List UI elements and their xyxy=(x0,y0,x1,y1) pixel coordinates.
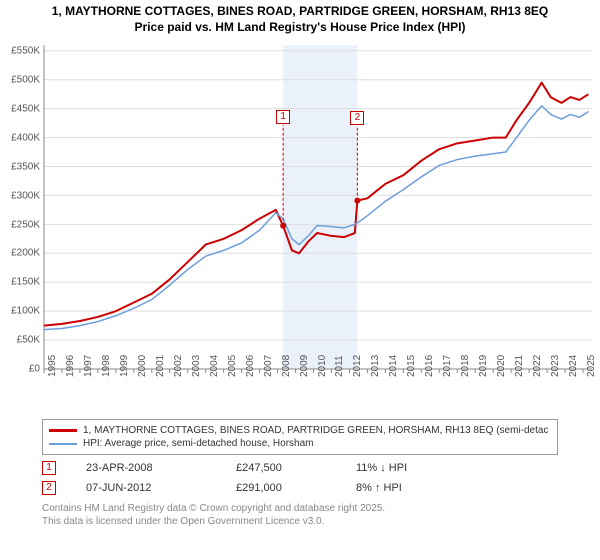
xtick-label: 2001 xyxy=(155,355,166,377)
footer: Contains HM Land Registry data © Crown c… xyxy=(42,503,600,528)
xtick-label: 2020 xyxy=(496,355,507,377)
ytick-label: £0 xyxy=(0,364,40,375)
legend-swatch-hpi xyxy=(49,443,77,445)
sale-delta: 8% ↑ HPI xyxy=(356,482,402,494)
title-line2: Price paid vs. HM Land Registry's House … xyxy=(0,20,600,36)
xtick-label: 2019 xyxy=(478,355,489,377)
xtick-label: 2014 xyxy=(388,355,399,377)
xtick-label: 2023 xyxy=(550,355,561,377)
xtick-label: 2015 xyxy=(406,355,417,377)
sale-price: £247,500 xyxy=(236,462,326,474)
xtick-label: 2016 xyxy=(424,355,435,377)
xtick-label: 2012 xyxy=(352,355,363,377)
xtick-label: 1996 xyxy=(65,355,76,377)
sale-row: 1 23-APR-2008 £247,500 11% ↓ HPI xyxy=(42,461,600,475)
sale-marker-1: 1 xyxy=(276,110,290,124)
xtick-label: 2018 xyxy=(460,355,471,377)
xtick-label: 2009 xyxy=(299,355,310,377)
ytick-label: £350K xyxy=(0,161,40,172)
footer-line1: Contains HM Land Registry data © Crown c… xyxy=(42,503,600,516)
xtick-label: 2005 xyxy=(227,355,238,377)
sale-row: 2 07-JUN-2012 £291,000 8% ↑ HPI xyxy=(42,481,600,495)
xtick-label: 2017 xyxy=(442,355,453,377)
xtick-label: 2025 xyxy=(586,355,597,377)
xtick-label: 1995 xyxy=(47,355,58,377)
xtick-label: 2006 xyxy=(245,355,256,377)
xtick-label: 2013 xyxy=(370,355,381,377)
xtick-label: 2007 xyxy=(263,355,274,377)
legend-swatch-estimate xyxy=(49,429,77,432)
legend-label-estimate: 1, MAYTHORNE COTTAGES, BINES ROAD, PARTR… xyxy=(83,425,548,436)
ytick-label: £450K xyxy=(0,103,40,114)
title-line1: 1, MAYTHORNE COTTAGES, BINES ROAD, PARTR… xyxy=(0,4,600,20)
sale-marker-2: 2 xyxy=(350,111,364,125)
chart-title: 1, MAYTHORNE COTTAGES, BINES ROAD, PARTR… xyxy=(0,0,600,35)
xtick-label: 2000 xyxy=(137,355,148,377)
xtick-label: 1997 xyxy=(83,355,94,377)
xtick-label: 2022 xyxy=(532,355,543,377)
xtick-label: 2010 xyxy=(317,355,328,377)
ytick-label: £500K xyxy=(0,74,40,85)
ytick-label: £400K xyxy=(0,132,40,143)
ytick-label: £300K xyxy=(0,190,40,201)
xtick-label: 2021 xyxy=(514,355,525,377)
xtick-label: 2024 xyxy=(568,355,579,377)
ytick-label: £50K xyxy=(0,335,40,346)
ytick-label: £250K xyxy=(0,219,40,230)
legend-label-hpi: HPI: Average price, semi-detached house,… xyxy=(83,438,314,449)
footer-line2: This data is licensed under the Open Gov… xyxy=(42,516,600,529)
xtick-label: 2008 xyxy=(281,355,292,377)
legend-row-estimate: 1, MAYTHORNE COTTAGES, BINES ROAD, PARTR… xyxy=(49,424,551,437)
ytick-label: £150K xyxy=(0,277,40,288)
xtick-label: 2003 xyxy=(191,355,202,377)
sale-date: 23-APR-2008 xyxy=(86,462,206,474)
ytick-label: £550K xyxy=(0,45,40,56)
xtick-label: 2011 xyxy=(334,356,345,378)
sale-delta: 11% ↓ HPI xyxy=(356,462,407,474)
ytick-label: £200K xyxy=(0,248,40,259)
sale-row-marker: 2 xyxy=(42,481,56,495)
xtick-label: 1999 xyxy=(119,355,130,377)
price-chart: 1995 1996 1997 1998 1999 2000 2001 2002 2003 2004… xyxy=(0,35,600,415)
xtick-label: 2002 xyxy=(173,355,184,377)
sale-price: £291,000 xyxy=(236,482,326,494)
xtick-label: 2004 xyxy=(209,355,220,377)
legend: 1, MAYTHORNE COTTAGES, BINES ROAD, PARTR… xyxy=(42,419,558,455)
sale-row-marker: 1 xyxy=(42,461,56,475)
legend-row-hpi: HPI: Average price, semi-detached house,… xyxy=(49,437,551,450)
xtick-label: 1998 xyxy=(101,355,112,377)
sale-date: 07-JUN-2012 xyxy=(86,482,206,494)
ytick-label: £100K xyxy=(0,306,40,317)
